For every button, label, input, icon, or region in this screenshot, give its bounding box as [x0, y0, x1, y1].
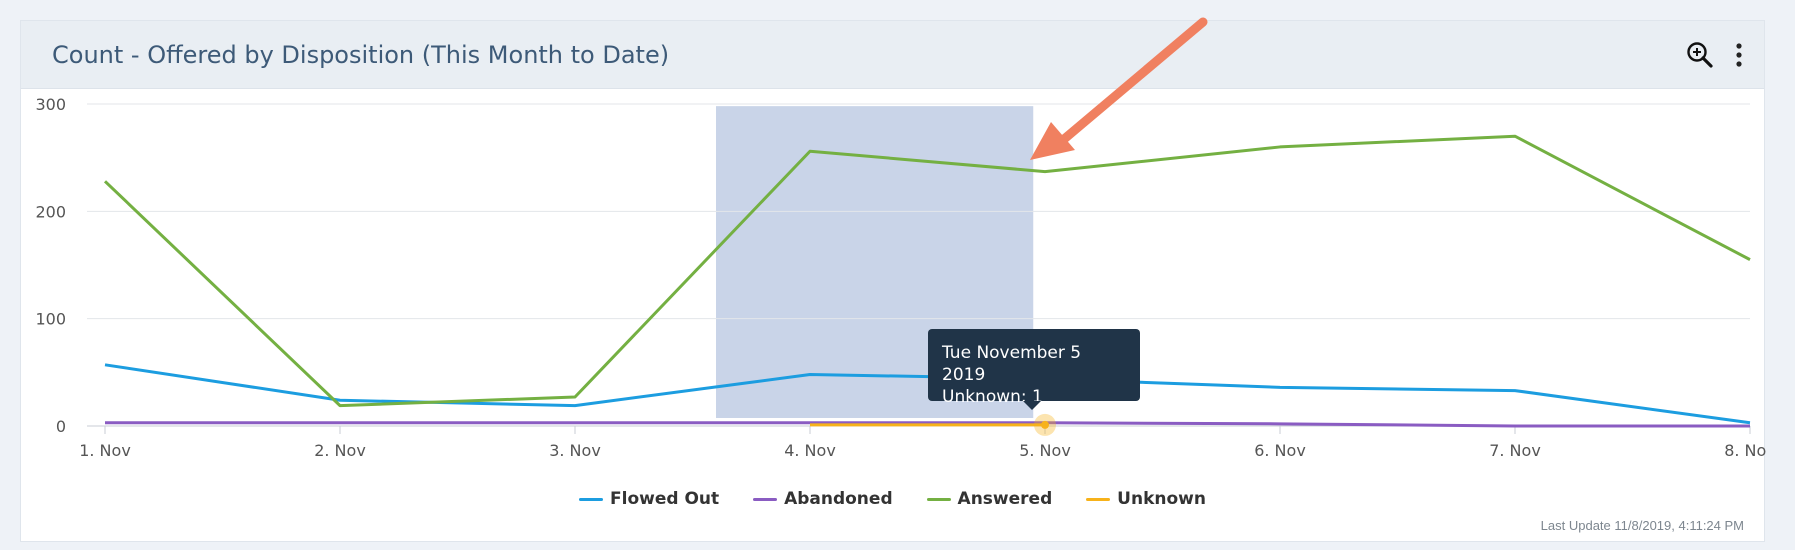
- chart-tooltip: Tue November 5 2019 Unknown: 1: [928, 329, 1140, 410]
- x-tick-label: 4. Nov: [784, 441, 836, 460]
- legend-swatch-unknown: [1086, 497, 1111, 501]
- legend-swatch-answered: [926, 497, 951, 501]
- legend-item-unknown[interactable]: Unknown: [1086, 489, 1206, 509]
- x-tick-label: 7. Nov: [1489, 441, 1541, 460]
- x-tick-label: 3. Nov: [549, 441, 601, 460]
- tooltip-date: Tue November 5 2019: [942, 343, 1082, 385]
- more-vertical-icon[interactable]: [1723, 39, 1755, 71]
- legend-item-answered[interactable]: Answered: [926, 489, 1053, 509]
- hover-point: [1041, 420, 1049, 429]
- legend-label: Unknown: [1117, 489, 1206, 509]
- zoom-in-icon[interactable]: [1684, 39, 1716, 71]
- legend-item-abandoned[interactable]: Abandoned: [753, 489, 893, 509]
- legend: Flowed Out Abandoned Answered Unknown: [21, 489, 1764, 509]
- y-tick-label: 300: [35, 95, 66, 114]
- legend-item-flowed-out[interactable]: Flowed Out: [579, 489, 719, 509]
- x-tick-label: 1. Nov: [79, 441, 131, 460]
- y-tick-label: 0: [56, 417, 66, 436]
- series-line-abandoned: [105, 421, 1750, 428]
- legend-swatch-flowed-out: [579, 497, 604, 501]
- legend-label: Abandoned: [784, 489, 893, 509]
- x-tick-label: 8. Nov: [1724, 441, 1766, 460]
- x-tick-label: 6. Nov: [1254, 441, 1306, 460]
- panel-header: Count - Offered by Disposition (This Mon…: [21, 21, 1764, 89]
- legend-swatch-abandoned: [753, 497, 778, 501]
- tooltip-value: Unknown: 1: [942, 387, 1043, 407]
- legend-label: Flowed Out: [610, 489, 720, 509]
- x-tick-label: 5. Nov: [1019, 441, 1071, 460]
- panel-title: Count - Offered by Disposition (This Mon…: [52, 41, 670, 69]
- last-update-text: Last Update 11/8/2019, 4:11:24 PM: [1540, 518, 1744, 533]
- legend-label: Answered: [957, 489, 1053, 509]
- tooltip-caret: [1023, 401, 1041, 410]
- y-tick-label: 100: [35, 310, 66, 329]
- series-line-answered: [103, 134, 1751, 408]
- x-tick-label: 2. Nov: [314, 441, 366, 460]
- series-line-flowed-out: [104, 363, 1751, 425]
- y-tick-label: 200: [35, 202, 66, 221]
